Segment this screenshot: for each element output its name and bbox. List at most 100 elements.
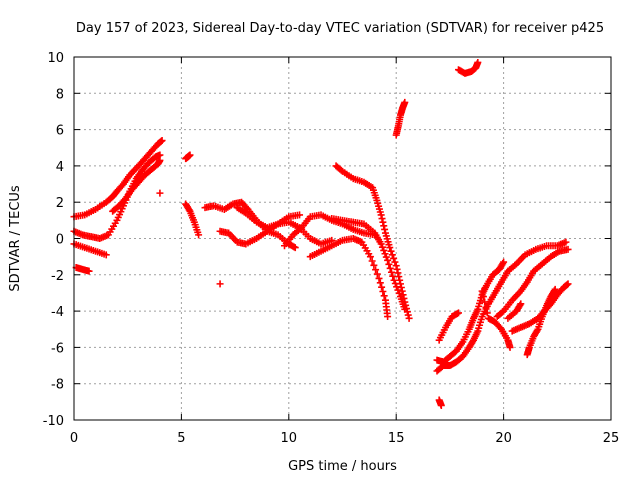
data-point xyxy=(368,257,376,265)
x-tick-label: 10 xyxy=(281,431,298,446)
data-point xyxy=(474,58,482,66)
series-s14 xyxy=(306,235,392,321)
data-point xyxy=(550,287,558,295)
data-point xyxy=(496,324,504,332)
data-point xyxy=(384,313,392,321)
data-point xyxy=(395,289,403,297)
data-point xyxy=(195,231,203,239)
data-point xyxy=(551,285,559,293)
data-point xyxy=(483,309,491,317)
data-point xyxy=(378,283,386,291)
data-point xyxy=(405,314,413,322)
data-point xyxy=(404,311,412,319)
series-s24 xyxy=(493,245,572,321)
y-tick-label: -6 xyxy=(51,341,64,356)
data-point xyxy=(372,266,380,274)
data-point xyxy=(481,298,489,306)
data-point xyxy=(85,267,93,275)
series-s21 xyxy=(435,309,462,344)
x-tick-label: 15 xyxy=(388,431,405,446)
data-point xyxy=(564,245,572,253)
data-point xyxy=(500,258,508,266)
data-point xyxy=(156,189,164,197)
series-s5 xyxy=(109,156,164,215)
data-point xyxy=(158,136,166,144)
y-tick-label: 10 xyxy=(47,51,64,66)
data-point xyxy=(384,256,392,264)
y-tick-label: -2 xyxy=(51,269,64,284)
series-s20 xyxy=(435,396,445,409)
y-tick-label: -10 xyxy=(43,414,64,429)
data-point xyxy=(378,215,386,223)
chart-title: Day 157 of 2023, Sidereal Day-to-day VTE… xyxy=(76,21,604,36)
series-s23 xyxy=(478,287,514,351)
data-point xyxy=(386,264,394,272)
data-point xyxy=(393,265,401,273)
y-axis-label: SDTVAR / TECUs xyxy=(8,185,23,292)
data-point xyxy=(389,272,397,280)
data-point xyxy=(378,243,386,251)
data-point xyxy=(377,240,385,248)
data-point xyxy=(388,251,396,259)
series-s27 xyxy=(504,300,525,322)
data-point xyxy=(370,261,378,269)
data-point xyxy=(291,244,299,252)
data-point xyxy=(185,206,193,214)
data-point xyxy=(382,253,390,261)
data-point xyxy=(393,283,401,291)
data-point xyxy=(387,268,395,276)
data-point xyxy=(390,254,398,262)
data-point xyxy=(395,273,403,281)
data-point xyxy=(401,98,409,106)
data-point xyxy=(381,250,389,258)
data-points xyxy=(70,58,572,409)
series-s6 xyxy=(156,189,164,197)
series-s17 xyxy=(392,98,409,139)
data-point xyxy=(478,287,486,295)
data-point xyxy=(394,286,402,294)
series-s22 xyxy=(454,58,482,77)
data-point xyxy=(506,343,514,351)
x-tick-label: 20 xyxy=(495,431,512,446)
data-point xyxy=(562,238,570,246)
data-point xyxy=(156,156,164,164)
data-point xyxy=(517,300,525,308)
series-s19 xyxy=(433,238,570,375)
series-s12 xyxy=(233,204,336,248)
series-s8 xyxy=(182,200,203,239)
data-point xyxy=(437,401,445,409)
data-point xyxy=(376,279,384,287)
data-point xyxy=(385,260,393,268)
data-point xyxy=(186,151,194,159)
data-point xyxy=(390,276,398,284)
data-point xyxy=(401,305,409,313)
x-tick-label: 25 xyxy=(603,431,620,446)
data-point xyxy=(380,222,388,230)
data-point xyxy=(243,204,251,212)
y-tick-label: 4 xyxy=(56,160,64,175)
data-point xyxy=(102,251,110,259)
y-tick-label: 0 xyxy=(56,233,64,248)
x-axis-label: GPS time / hours xyxy=(288,459,397,474)
series-s4 xyxy=(72,264,93,275)
data-point xyxy=(394,269,402,277)
data-point xyxy=(379,218,387,226)
series-s26 xyxy=(523,285,559,359)
y-tick-label: -8 xyxy=(51,378,64,393)
series-s16 xyxy=(328,215,409,313)
data-point xyxy=(454,309,462,317)
data-point xyxy=(391,280,399,288)
x-tick-label: 0 xyxy=(70,431,78,446)
y-tick-label: 2 xyxy=(56,196,64,211)
y-tick-label: 6 xyxy=(56,124,64,139)
data-point xyxy=(381,225,389,233)
data-point xyxy=(380,246,388,254)
y-tick-label: 8 xyxy=(56,87,64,102)
data-point xyxy=(296,211,304,219)
data-point xyxy=(386,244,394,252)
data-point xyxy=(375,274,383,282)
data-point xyxy=(387,247,395,255)
data-point xyxy=(391,258,399,266)
